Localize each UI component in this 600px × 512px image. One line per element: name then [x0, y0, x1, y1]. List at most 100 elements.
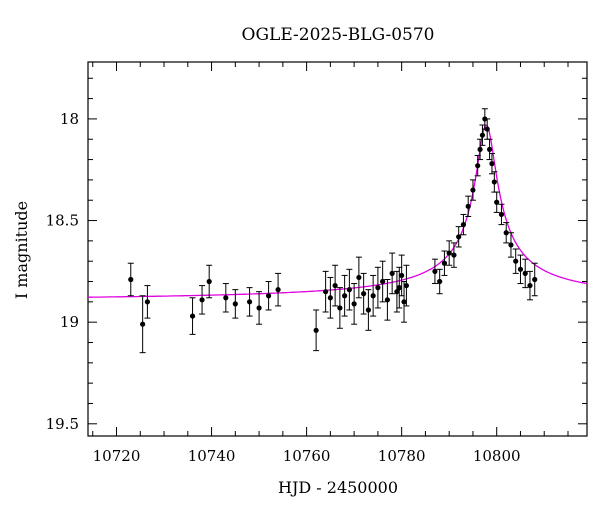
data-point: [389, 252, 396, 295]
data-point: [431, 258, 438, 285]
data-marker: [403, 282, 410, 289]
data-point: [486, 138, 493, 161]
data-marker: [384, 297, 390, 303]
data-marker: [232, 301, 238, 307]
data-point: [450, 242, 457, 268]
data-point: [498, 203, 505, 226]
data-point: [384, 278, 391, 321]
data-marker: [489, 161, 495, 167]
data-marker: [246, 299, 253, 305]
data-point: [144, 285, 151, 319]
y-tick-label: 18.5: [46, 212, 79, 230]
data-marker: [399, 272, 405, 279]
data-marker: [337, 305, 343, 311]
data-marker: [494, 199, 500, 205]
data-marker: [437, 278, 443, 285]
data-point: [503, 222, 510, 244]
data-marker: [498, 211, 505, 218]
data-point: [265, 281, 272, 311]
x-axis-label: HJD - 2450000: [278, 478, 398, 497]
data-marker: [365, 307, 371, 313]
x-tick-label: 10760: [283, 447, 331, 465]
data-marker: [313, 327, 319, 333]
data-marker: [446, 250, 452, 256]
data-marker: [522, 270, 528, 276]
data-point: [477, 138, 484, 161]
plot-frame: [87, 61, 588, 437]
data-point: [336, 287, 343, 329]
data-point: [370, 274, 377, 317]
data-point: [199, 285, 206, 315]
data-point: [360, 272, 367, 315]
data-marker: [503, 230, 509, 236]
data-point: [232, 289, 239, 319]
data-marker: [460, 222, 467, 228]
data-point: [139, 295, 146, 354]
data-marker: [486, 146, 493, 153]
data-marker: [342, 293, 348, 299]
x-tick-label: 10800: [473, 447, 521, 465]
data-point: [222, 283, 229, 313]
data-marker: [370, 293, 376, 299]
data-point: [507, 232, 514, 258]
data-point: [484, 118, 491, 140]
data-marker: [140, 321, 146, 327]
data-marker: [323, 289, 329, 295]
y-axis-label: I magnitude: [12, 201, 31, 299]
data-point: [526, 270, 533, 301]
data-marker: [491, 179, 497, 185]
data-marker: [513, 258, 519, 264]
data-point: [517, 254, 524, 285]
x-tick-label: 10780: [378, 447, 426, 465]
data-point: [246, 287, 253, 317]
data-marker: [206, 278, 212, 285]
data-point: [313, 309, 320, 352]
data-marker: [451, 252, 457, 258]
data-point: [206, 264, 213, 299]
data-marker: [144, 299, 151, 305]
data-marker: [327, 295, 333, 301]
data-point: [374, 266, 381, 309]
data-point: [332, 264, 339, 307]
data-marker: [332, 282, 338, 289]
data-point: [493, 191, 500, 213]
data-marker: [275, 287, 281, 293]
data-marker: [470, 187, 476, 193]
x-tick-label: 10720: [93, 447, 141, 465]
data-marker: [356, 274, 362, 281]
data-marker: [432, 268, 438, 274]
model-curve: [88, 124, 588, 298]
data-point: [396, 266, 403, 309]
data-marker: [508, 242, 514, 248]
data-marker: [484, 126, 490, 132]
data-marker: [346, 287, 352, 293]
data-marker: [223, 295, 229, 301]
data-marker: [265, 293, 272, 299]
data-marker: [401, 299, 407, 305]
data-point: [522, 258, 529, 289]
data-point: [401, 281, 408, 323]
data-marker: [479, 132, 486, 138]
data-point: [446, 240, 453, 266]
data-marker: [456, 234, 462, 240]
data-point: [403, 264, 410, 307]
data-point: [479, 124, 486, 146]
data-point: [455, 226, 462, 248]
data-marker: [477, 146, 483, 153]
x-tick-label: 10740: [188, 447, 236, 465]
data-marker: [361, 291, 367, 297]
data-marker: [441, 260, 448, 266]
data-point: [327, 276, 334, 319]
data-point: [465, 195, 472, 217]
data-point: [351, 283, 358, 325]
data-point: [441, 250, 448, 276]
data-point: [346, 268, 353, 311]
data-marker: [375, 285, 381, 291]
data-marker: [189, 313, 196, 319]
data-marker: [389, 270, 395, 276]
y-tick-label: 19.5: [46, 415, 79, 433]
data-point: [322, 270, 329, 313]
data-marker: [380, 278, 386, 285]
data-point: [379, 260, 386, 303]
